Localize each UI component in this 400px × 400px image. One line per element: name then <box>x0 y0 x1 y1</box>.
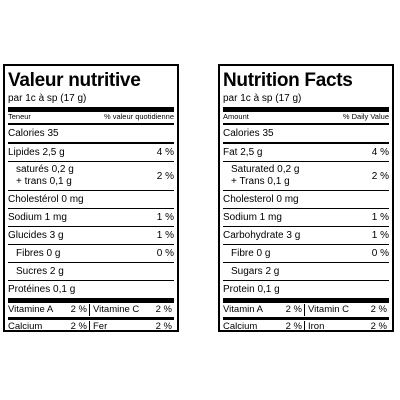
saturated-label: Saturated 0,2 g <box>231 164 300 175</box>
calcium-label: Calcium <box>8 321 43 332</box>
cholesterol-row: Cholestérol 0 mg <box>8 191 174 209</box>
vitamin-a-dv: 2 % <box>285 304 302 315</box>
protein-row: Protein 0,1 g <box>223 281 389 303</box>
vitamin-c-label: Vitamine C <box>93 304 140 315</box>
carbohydrate-label: Glucides 3 g <box>8 230 64 241</box>
fat-label: Fat 2,5 g <box>223 147 263 158</box>
mineral-row: Calcium 2 % Fer 2 % <box>8 320 174 332</box>
calories-label: Calories 35 <box>8 128 59 139</box>
calcium-dv: 2 % <box>70 321 87 332</box>
vitamin-c-label: Vitamin C <box>308 304 350 315</box>
fibre-row: Fibre 0 g 0 % <box>223 245 389 263</box>
vitamin-c-dv: 2 % <box>155 304 172 315</box>
fat-row: Fat 2,5 g 4 % <box>223 144 389 162</box>
sodium-label: Sodium 1 mg <box>8 212 67 223</box>
fibre-dv: 0 % <box>156 248 174 259</box>
vitamin-a-dv: 2 % <box>70 304 87 315</box>
serving-size: par 1c à sp (17 g) <box>223 92 389 112</box>
fibre-label: Fibre 0 g <box>231 248 271 259</box>
saturated-trans-row: saturés 0,2 g + trans 0,1 g 2 % <box>8 162 174 191</box>
column-header: Amount % Daily Value <box>223 112 389 125</box>
fibre-row: Fibres 0 g 0 % <box>8 245 174 263</box>
sugars-row: Sugars 2 g <box>223 263 389 281</box>
cholesterol-label: Cholesterol 0 mg <box>223 194 299 205</box>
amount-header: Teneur <box>8 112 31 121</box>
calories-row: Calories 35 <box>223 125 389 144</box>
iron-label: Fer <box>93 321 108 332</box>
iron-label: Iron <box>308 321 325 332</box>
calories-row: Calories 35 <box>8 125 174 144</box>
sugars-row: Sucres 2 g <box>8 263 174 281</box>
carbohydrate-dv: 1 % <box>156 230 174 241</box>
fat-dv: 4 % <box>156 147 174 158</box>
carbohydrate-row: Glucides 3 g 1 % <box>8 227 174 245</box>
vitamin-a-label: Vitamin A <box>223 304 263 315</box>
cholesterol-row: Cholesterol 0 mg <box>223 191 389 209</box>
saturated-label: saturés 0,2 g <box>16 164 74 175</box>
daily-value-header: % Daily Value <box>342 112 389 121</box>
nutrition-label-french: Valeur nutritive par 1c à sp (17 g) Tene… <box>3 64 179 332</box>
nutrition-label-english: Nutrition Facts par 1c à sp (17 g) Amoun… <box>218 64 394 332</box>
fibre-dv: 0 % <box>371 248 389 259</box>
saturated-trans-dv: 2 % <box>156 170 174 182</box>
saturated-trans-dv: 2 % <box>371 170 389 182</box>
vitamin-a-label: Vitamine A <box>8 304 54 315</box>
sodium-dv: 1 % <box>371 212 389 223</box>
vitamin-row: Vitamine A 2 % Vitamine C 2 % <box>8 303 174 320</box>
calcium-label: Calcium <box>223 321 258 332</box>
calcium-dv: 2 % <box>285 321 302 332</box>
saturated-trans-row: Saturated 0,2 g + Trans 0,1 g 2 % <box>223 162 389 191</box>
trans-label: + Trans 0,1 g <box>231 176 290 187</box>
column-header: Teneur % valeur quotidienne <box>8 112 174 125</box>
iron-dv: 2 % <box>370 321 387 332</box>
protein-label: Protéines 0,1 g <box>8 284 76 295</box>
carbohydrate-dv: 1 % <box>371 230 389 241</box>
cholesterol-label: Cholestérol 0 mg <box>8 194 84 205</box>
sodium-label: Sodium 1 mg <box>223 212 282 223</box>
sugars-label: Sugars 2 g <box>231 266 280 277</box>
label-title: Nutrition Facts <box>223 70 353 91</box>
iron-dv: 2 % <box>155 321 172 332</box>
sodium-row: Sodium 1 mg 1 % <box>223 209 389 227</box>
carbohydrate-label: Carbohydrate 3 g <box>223 230 301 241</box>
sodium-row: Sodium 1 mg 1 % <box>8 209 174 227</box>
carbohydrate-row: Carbohydrate 3 g 1 % <box>223 227 389 245</box>
serving-size: par 1c à sp (17 g) <box>8 92 174 112</box>
amount-header: Amount <box>223 112 249 121</box>
fibre-label: Fibres 0 g <box>16 248 61 259</box>
trans-label: + trans 0,1 g <box>16 176 72 187</box>
fat-row: Lipides 2,5 g 4 % <box>8 144 174 162</box>
mineral-row: Calcium 2 % Iron 2 % <box>223 320 389 332</box>
vitamin-c-dv: 2 % <box>370 304 387 315</box>
fat-dv: 4 % <box>371 147 389 158</box>
label-title: Valeur nutritive <box>8 70 141 91</box>
vitamin-row: Vitamin A 2 % Vitamin C 2 % <box>223 303 389 320</box>
fat-label: Lipides 2,5 g <box>8 147 65 158</box>
daily-value-header: % valeur quotidienne <box>103 112 174 121</box>
protein-label: Protein 0,1 g <box>223 284 280 295</box>
calories-label: Calories 35 <box>223 128 274 139</box>
sodium-dv: 1 % <box>156 212 174 223</box>
protein-row: Protéines 0,1 g <box>8 281 174 303</box>
sugars-label: Sucres 2 g <box>16 266 64 277</box>
